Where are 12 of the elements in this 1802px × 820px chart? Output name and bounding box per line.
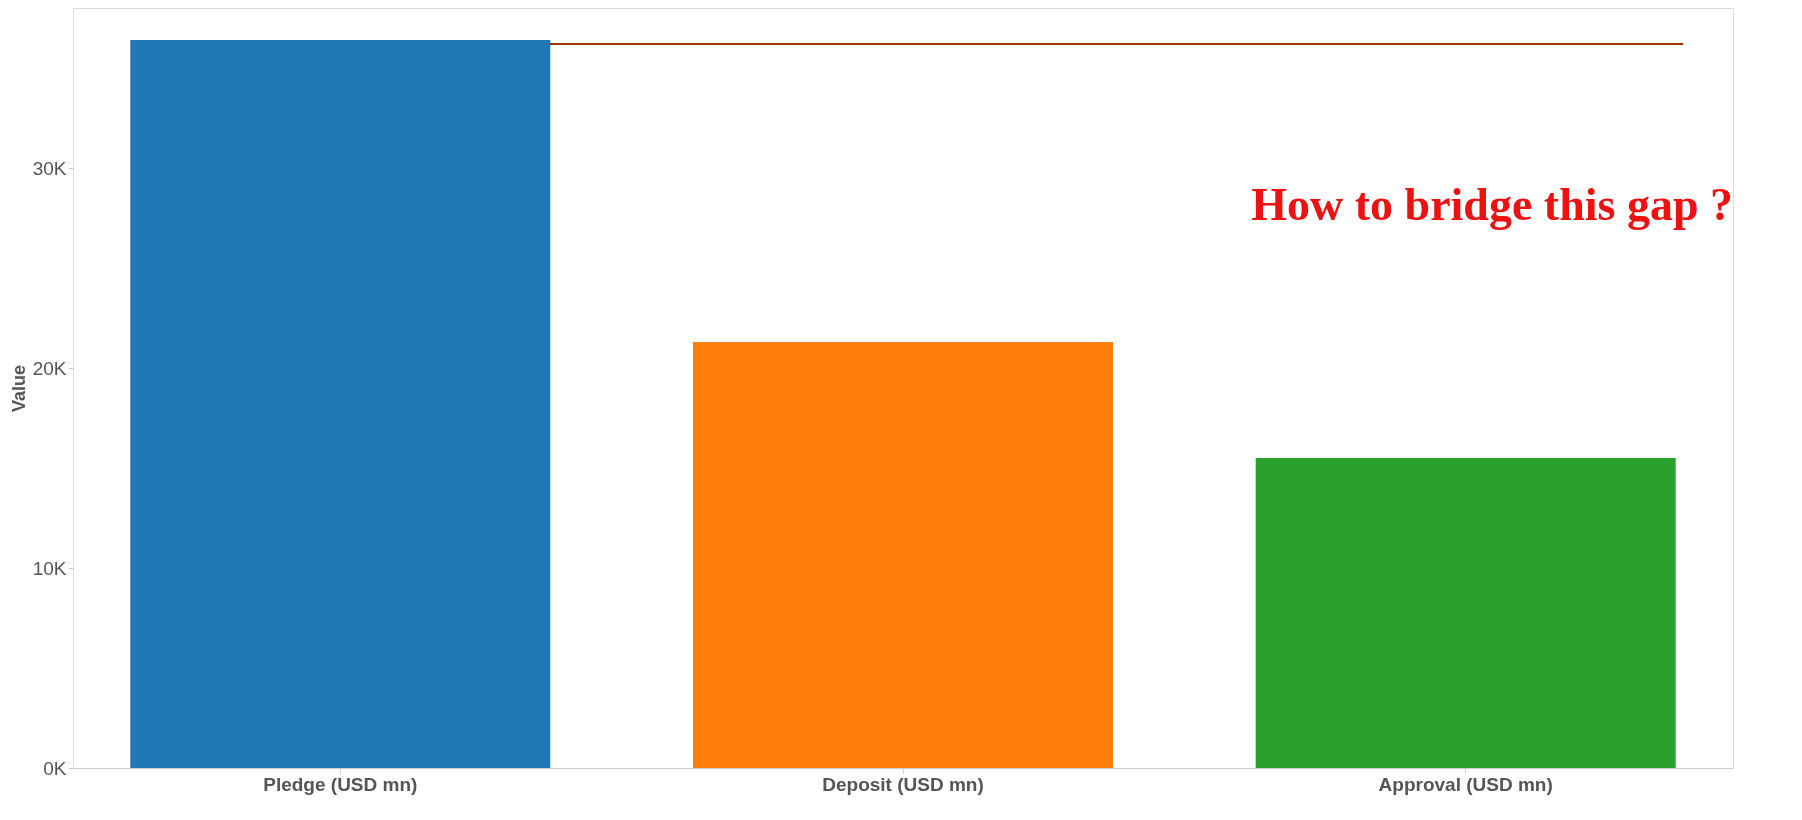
annotation: How to bridge this gap ?	[1251, 178, 1733, 230]
bar	[693, 342, 1113, 768]
y-tick-label: 20K	[32, 357, 67, 379]
bar	[130, 40, 551, 768]
bar	[1255, 458, 1676, 768]
y-tick-label: 10K	[32, 557, 67, 579]
y-axis-title: Value	[8, 364, 29, 413]
y-tick-label: 0K	[43, 757, 67, 779]
x-tick-label: Deposit (USD mn)	[822, 773, 984, 795]
x-tick-label: Pledge (USD mn)	[263, 773, 418, 795]
x-tick-label: Approval (USD mn)	[1378, 773, 1553, 795]
y-tick-label: 30K	[32, 157, 67, 179]
